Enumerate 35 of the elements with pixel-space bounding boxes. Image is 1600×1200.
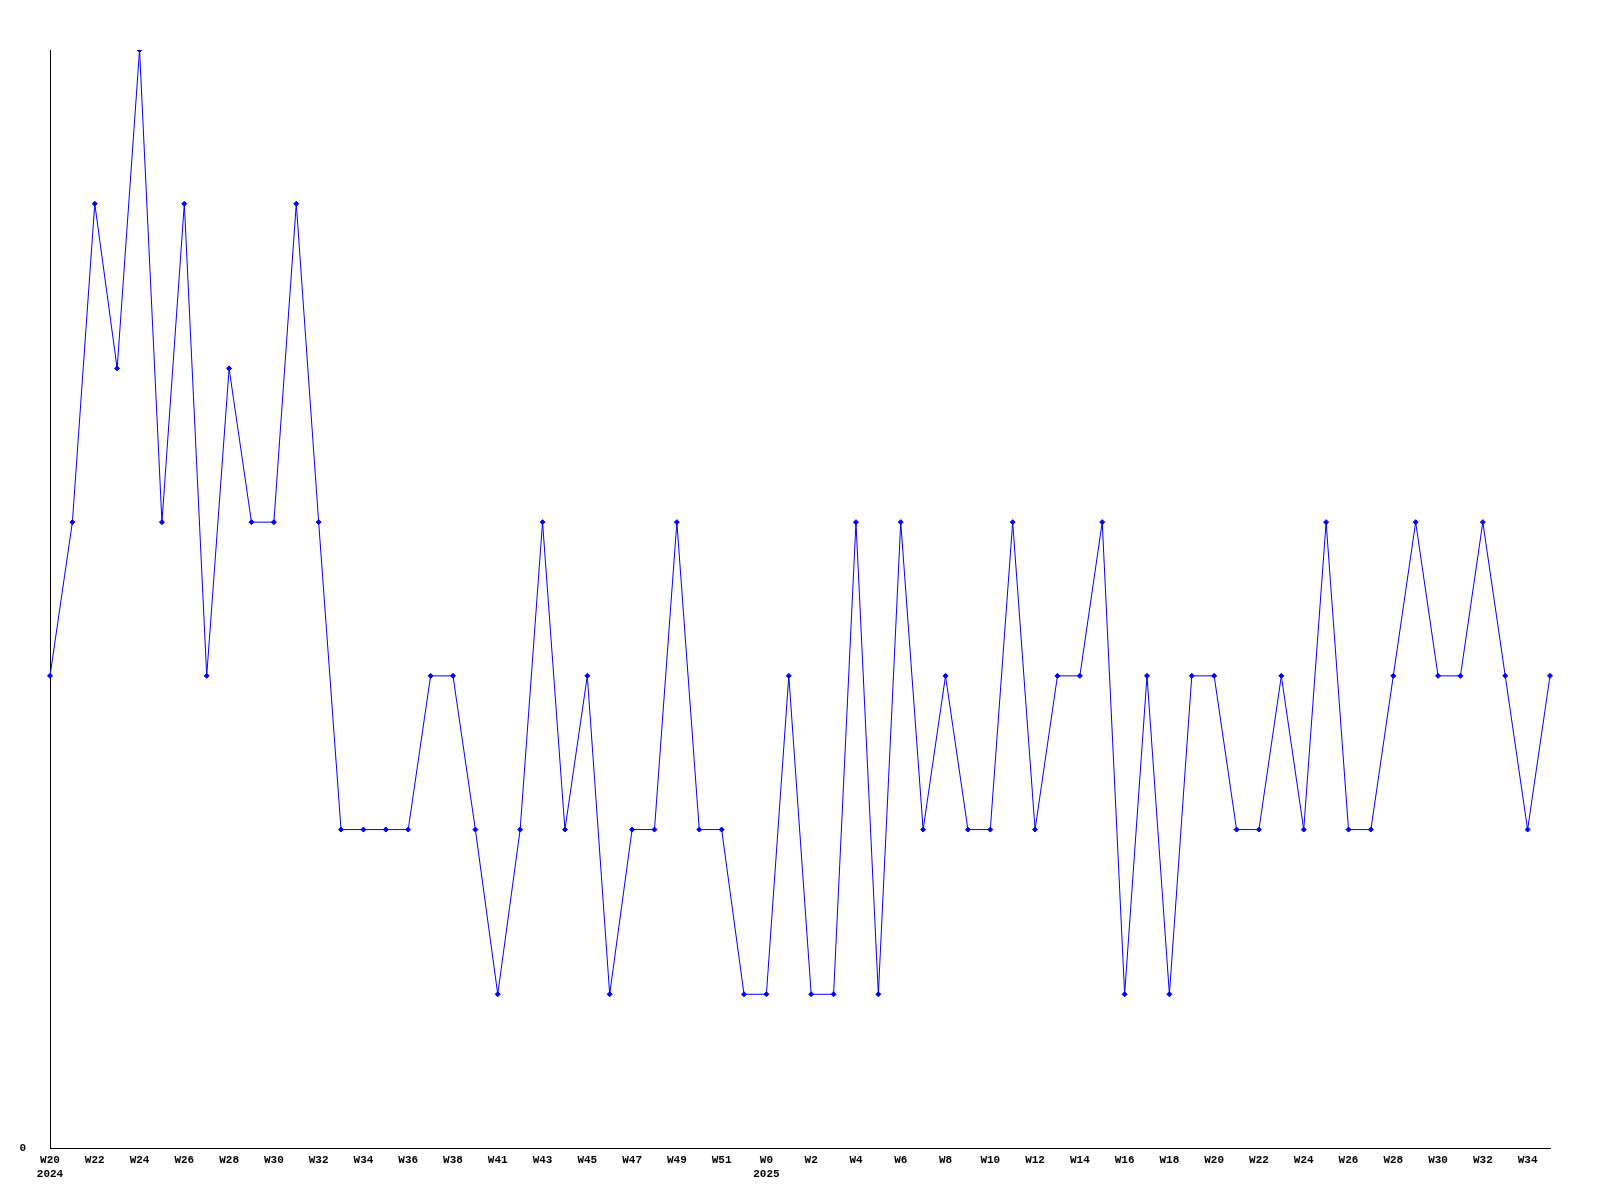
x-tick-label: W47	[622, 1154, 642, 1167]
x-tick-label: W24	[1293, 1154, 1315, 1167]
x-tick-label: W49	[666, 1154, 687, 1167]
x-tick-label: W2	[804, 1154, 818, 1167]
x-tick-label: W28	[219, 1154, 240, 1167]
x-tick-label: W26	[1338, 1154, 1359, 1167]
x-tick-label: W51	[711, 1154, 732, 1167]
x-tick-label: W14	[1069, 1154, 1091, 1167]
x-tick-label: W8	[938, 1154, 953, 1167]
x-tick-label: W4	[849, 1154, 863, 1167]
x-tick-label: W30	[1428, 1154, 1448, 1167]
x-tick-label: W32	[1472, 1154, 1493, 1167]
x-tick-label: W20 2024	[36, 1154, 64, 1180]
x-tick-label: W28	[1383, 1154, 1404, 1167]
x-tick-label: W10	[980, 1154, 1001, 1167]
x-tick-label: W12	[1025, 1154, 1045, 1167]
x-tick-label: W36	[398, 1154, 419, 1167]
x-tick-label: W38	[443, 1154, 464, 1167]
x-tick-label: W34	[353, 1154, 374, 1167]
x-tick-label: W0 2025	[753, 1154, 781, 1180]
x-tick-label: W41	[487, 1154, 509, 1167]
x-tick-label: W34	[1517, 1154, 1538, 1167]
x-tick-label: W30	[263, 1154, 284, 1167]
x-tick-label: W20	[1204, 1154, 1225, 1167]
x-tick-label: W24	[129, 1154, 150, 1167]
x-tick-label: W32	[308, 1154, 329, 1167]
x-tick-label: W43	[532, 1154, 553, 1167]
x-tick-label: W26	[174, 1154, 195, 1167]
x-tick-label: W45	[577, 1154, 598, 1167]
text: 0	[19, 1141, 26, 1154]
x-tick-label: W22	[84, 1154, 105, 1167]
x-tick-label: W22	[1249, 1154, 1269, 1167]
x-tick-label: W16	[1114, 1154, 1135, 1167]
x-tick-label: W18	[1159, 1154, 1180, 1167]
x-tick-label: W6	[894, 1154, 908, 1167]
